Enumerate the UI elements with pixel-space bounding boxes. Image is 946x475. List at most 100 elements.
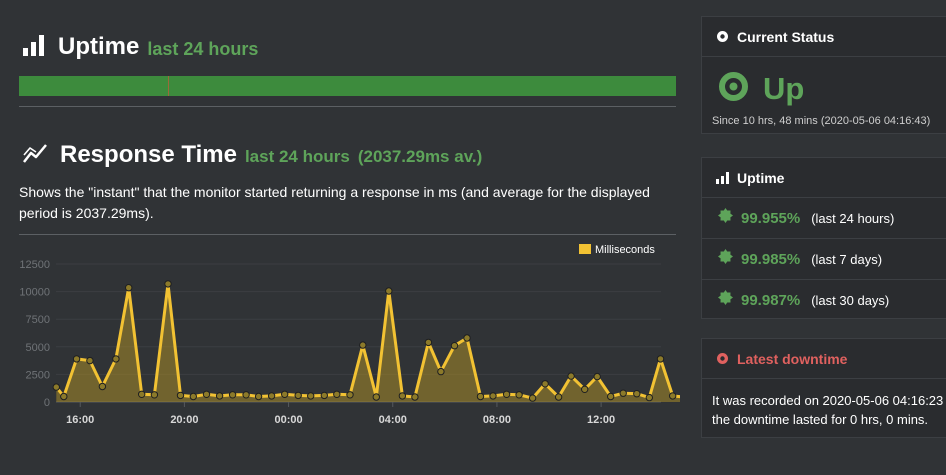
divider — [19, 234, 676, 235]
latest-downtime-body: It was recorded on 2020-05-06 04:16:23 t… — [702, 379, 946, 441]
data-point[interactable] — [164, 280, 172, 288]
legend-label: Milliseconds — [595, 244, 655, 256]
data-point[interactable] — [372, 393, 380, 401]
data-point[interactable] — [52, 383, 60, 391]
data-point[interactable] — [60, 392, 68, 401]
y-tick-label: 2500 — [26, 369, 50, 381]
response-time-title: Response Time — [60, 141, 237, 168]
data-point[interactable] — [228, 391, 237, 399]
bar-chart-icon — [716, 171, 729, 184]
badge-icon — [718, 249, 733, 269]
uptime-heading: Uptime last 24 hours — [22, 32, 258, 62]
line-chart-icon — [22, 142, 48, 169]
data-point[interactable] — [215, 392, 224, 400]
y-tick-label: 7500 — [26, 314, 50, 326]
current-status-panel: Current Status Up Since 10 hrs, 48 mins … — [701, 16, 946, 134]
data-point[interactable] — [333, 390, 341, 399]
uptime-period: (last 30 days) — [811, 292, 890, 308]
data-point[interactable] — [294, 391, 302, 400]
data-point[interactable] — [98, 382, 107, 391]
dot-circle-icon — [716, 30, 729, 43]
uptime-period: (last 24 hours) — [811, 210, 895, 226]
bar-chart-icon — [22, 34, 46, 61]
latest-downtime-header: Latest downtime — [702, 339, 946, 379]
data-point[interactable] — [307, 392, 315, 400]
data-point[interactable] — [346, 391, 354, 399]
badge-icon — [718, 208, 733, 228]
data-point[interactable] — [267, 392, 276, 400]
y-tick-label: 12500 — [19, 259, 50, 271]
uptime-panel-header: Uptime — [702, 158, 946, 198]
data-point[interactable] — [502, 390, 511, 399]
data-point[interactable] — [320, 391, 328, 400]
data-point[interactable] — [189, 392, 198, 401]
dot-circle-icon — [716, 352, 729, 365]
data-point[interactable] — [567, 372, 575, 380]
data-point[interactable] — [176, 391, 185, 400]
data-point[interactable] — [150, 391, 159, 399]
data-point[interactable] — [593, 372, 601, 381]
x-tick-label: 12:00 — [587, 414, 615, 426]
data-point[interactable] — [515, 391, 523, 399]
x-tick-label: 08:00 — [483, 414, 511, 426]
data-point[interactable] — [541, 380, 549, 388]
badge-icon — [718, 290, 733, 310]
uptime-row: 99.987% (last 30 days) — [702, 280, 946, 320]
current-status-title: Current Status — [737, 28, 835, 45]
data-point[interactable] — [125, 284, 133, 292]
response-time-heading: Response Time last 24 hours (2037.29ms a… — [22, 140, 482, 170]
uptime-period: (last 7 days) — [811, 251, 883, 267]
data-point[interactable] — [450, 342, 459, 350]
data-point[interactable] — [254, 392, 263, 401]
data-point[interactable] — [86, 356, 94, 365]
uptime-bar[interactable] — [19, 76, 676, 96]
data-point[interactable] — [554, 393, 563, 401]
x-tick-label: 04:00 — [379, 414, 407, 426]
data-point[interactable] — [656, 355, 665, 363]
uptime-value: 99.985% — [741, 250, 801, 268]
data-point[interactable] — [476, 392, 485, 401]
uptime-title: Uptime — [58, 33, 140, 60]
latest-downtime-title: Latest downtime — [737, 350, 848, 367]
x-tick-label: 16:00 — [66, 414, 94, 426]
y-tick-label: 0 — [44, 397, 50, 409]
legend-swatch — [579, 244, 591, 254]
data-point[interactable] — [645, 393, 653, 402]
response-time-average: (2037.29ms av.) — [357, 147, 483, 166]
x-axis: 16:00 20:00 00:00 04:00 08:00 12:00 — [66, 402, 615, 426]
downtime-marker[interactable] — [168, 76, 169, 96]
data-point[interactable] — [385, 287, 393, 295]
status-since: Since 10 hrs, 48 mins (2020-05-06 04:16:… — [712, 115, 931, 127]
data-point[interactable] — [242, 391, 250, 399]
divider — [19, 106, 676, 107]
data-point[interactable] — [669, 392, 677, 400]
data-point[interactable] — [398, 392, 407, 400]
data-point[interactable] — [437, 367, 445, 376]
series-area — [56, 283, 680, 402]
response-time-chart[interactable]: 0 2500 5000 7500 10000 12500 16:00 20:00 00:00 0… — [0, 236, 680, 436]
chart-legend[interactable]: Milliseconds — [579, 244, 655, 256]
data-point[interactable] — [424, 338, 433, 347]
data-point[interactable] — [359, 341, 367, 349]
x-tick-label: 00:00 — [275, 414, 303, 426]
data-point[interactable] — [581, 385, 589, 394]
data-point[interactable] — [202, 390, 211, 399]
data-point[interactable] — [489, 392, 497, 400]
latest-downtime-panel: Latest downtime It was recorded on 2020-… — [701, 338, 946, 438]
downtime-recorded-text: It was recorded on 2020-05-06 04:16:23 — [712, 393, 944, 408]
data-point[interactable] — [619, 389, 627, 397]
uptime-subtitle: last 24 hours — [147, 38, 259, 59]
y-tick-label: 10000 — [19, 287, 50, 299]
data-point[interactable] — [633, 390, 641, 398]
data-point[interactable] — [528, 394, 537, 402]
data-point[interactable] — [112, 355, 120, 363]
data-point[interactable] — [411, 393, 419, 401]
data-points[interactable] — [52, 280, 680, 402]
data-point[interactable] — [463, 334, 471, 342]
x-tick-label: 20:00 — [170, 414, 198, 426]
data-point[interactable] — [138, 390, 146, 399]
data-point[interactable] — [72, 355, 81, 363]
data-point[interactable] — [281, 390, 289, 399]
current-status-header: Current Status — [702, 17, 946, 57]
data-point[interactable] — [607, 392, 615, 401]
